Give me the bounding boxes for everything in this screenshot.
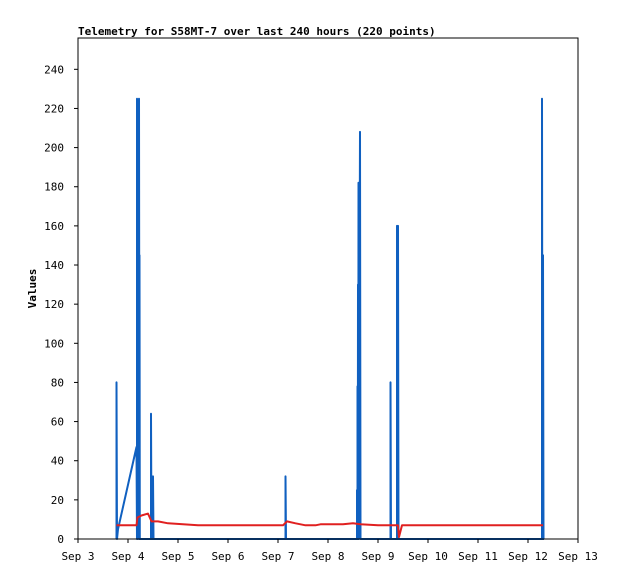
x-axis: Sep 3 Sep 4 Sep 5 Sep 6 Sep 7 Sep 8 Sep 9 Sep 1… [61, 539, 598, 563]
chart-title: Telemetry for S58MT-7 over last 240 hour… [78, 25, 436, 38]
y-tick-label: 120 [44, 298, 64, 311]
y-tick-label: 140 [44, 259, 64, 272]
x-tick-label: Sep 5 [161, 550, 194, 563]
x-tick-label: Sep 9 [361, 550, 394, 563]
x-tick-label: Sep 12 [508, 550, 548, 563]
series-2-line [116, 512, 543, 538]
y-tick-label: 220 [44, 102, 64, 115]
y-tick-label: 160 [44, 220, 64, 233]
y-tick-label: 100 [44, 337, 64, 350]
x-tick-label: Sep 4 [111, 550, 144, 563]
x-tick-label: Sep 6 [211, 550, 244, 563]
x-tick-label: Sep 8 [311, 550, 344, 563]
y-tick-label: 60 [51, 416, 64, 429]
y-tick-label: 40 [51, 455, 64, 468]
plot-frame [77, 37, 579, 540]
y-axis: 0 20 40 60 80 100 120 140 160 180 200 220 240 [44, 63, 78, 546]
series-layer [115, 97, 545, 540]
series-1-line [115, 97, 545, 540]
x-tick-label: Sep 3 [61, 550, 94, 563]
y-tick-label: 180 [44, 181, 64, 194]
y-tick-label: 80 [51, 376, 64, 389]
y-tick-label: 240 [44, 63, 64, 76]
y-tick-label: 200 [44, 142, 64, 155]
x-tick-label: Sep 11 [458, 550, 498, 563]
x-tick-label: Sep 10 [408, 550, 448, 563]
x-tick-label: Sep 13 [558, 550, 598, 563]
y-axis-label: Values [26, 269, 39, 309]
x-tick-label: Sep 7 [261, 550, 294, 563]
y-tick-label: 0 [57, 533, 64, 546]
y-tick-label: 20 [51, 494, 64, 507]
